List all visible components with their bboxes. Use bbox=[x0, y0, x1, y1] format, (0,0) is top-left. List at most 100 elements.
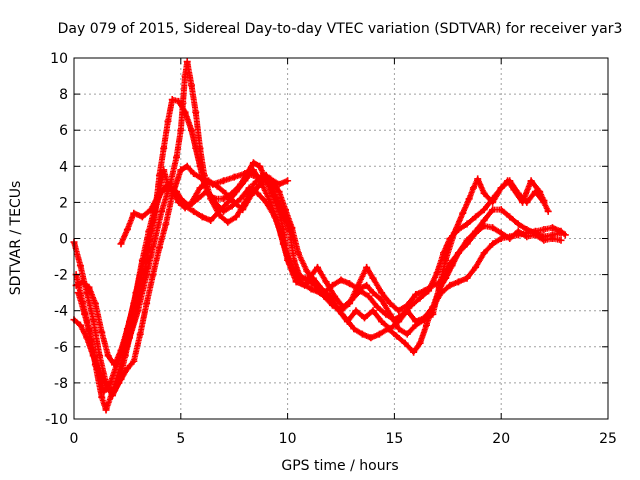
data-point bbox=[160, 144, 168, 152]
data-point bbox=[378, 289, 386, 297]
data-point bbox=[429, 303, 437, 311]
data-point bbox=[469, 184, 477, 192]
data-point bbox=[540, 197, 548, 205]
data-point bbox=[81, 310, 89, 318]
data-point bbox=[185, 202, 193, 210]
data-point bbox=[132, 289, 140, 297]
data-point bbox=[378, 296, 386, 304]
data-point bbox=[207, 216, 215, 224]
data-point bbox=[220, 177, 228, 185]
data-point bbox=[113, 361, 121, 369]
data-point bbox=[249, 159, 257, 167]
data-point bbox=[378, 318, 386, 326]
data-point bbox=[262, 198, 270, 206]
data-point bbox=[202, 188, 210, 196]
data-point bbox=[173, 153, 181, 161]
data-point bbox=[183, 58, 191, 66]
data-point bbox=[256, 162, 264, 170]
data-point bbox=[254, 189, 262, 197]
data-point bbox=[497, 235, 505, 242]
data-point bbox=[143, 271, 151, 279]
data-point bbox=[393, 332, 401, 340]
data-point bbox=[369, 289, 377, 297]
data-point bbox=[459, 209, 467, 217]
data-point bbox=[177, 126, 185, 134]
data-point bbox=[548, 235, 556, 242]
data-point bbox=[497, 206, 505, 214]
data-point bbox=[557, 227, 565, 235]
data-point bbox=[489, 240, 497, 248]
x-axis-label: GPS time / hours bbox=[281, 458, 398, 474]
x-tick-label: 10 bbox=[279, 431, 297, 447]
data-point bbox=[363, 281, 371, 289]
data-point bbox=[192, 108, 200, 116]
data-point bbox=[87, 336, 95, 344]
data-point bbox=[307, 285, 315, 293]
data-point bbox=[245, 184, 253, 192]
data-point bbox=[158, 207, 166, 215]
data-point bbox=[168, 96, 176, 104]
data-point bbox=[422, 321, 430, 329]
data-point bbox=[275, 188, 283, 196]
data-point bbox=[249, 171, 257, 179]
data-point bbox=[181, 72, 189, 80]
data-point bbox=[369, 274, 377, 282]
data-point bbox=[412, 290, 420, 298]
data-point bbox=[284, 177, 292, 185]
data-point bbox=[395, 307, 403, 315]
data-point bbox=[117, 375, 125, 383]
data-point bbox=[224, 198, 232, 206]
data-point bbox=[111, 386, 119, 394]
data-point bbox=[117, 240, 125, 248]
data-point bbox=[303, 267, 311, 275]
data-point bbox=[373, 303, 381, 311]
data-point bbox=[429, 310, 437, 318]
data-point bbox=[301, 281, 309, 289]
data-point bbox=[450, 229, 458, 237]
data-point bbox=[463, 274, 471, 282]
data-point bbox=[346, 280, 354, 288]
data-point bbox=[126, 318, 134, 326]
data-point bbox=[249, 180, 257, 188]
y-tick-label: 2 bbox=[59, 195, 68, 211]
data-point bbox=[232, 188, 240, 196]
data-point bbox=[480, 249, 488, 257]
data-point bbox=[288, 224, 296, 232]
tick-labels: 0 5 10 15 20 25 -10 -8 -6 -4 -2 0 2 4 6 8 10 bbox=[45, 51, 617, 447]
data-point bbox=[228, 202, 236, 210]
data-point bbox=[480, 189, 488, 197]
data-point bbox=[134, 307, 142, 315]
data-point bbox=[375, 330, 383, 338]
data-point bbox=[365, 292, 373, 300]
data-point bbox=[410, 348, 418, 356]
series-track-6 bbox=[74, 184, 569, 396]
data-point bbox=[220, 195, 228, 203]
data-point bbox=[143, 299, 151, 307]
data-point bbox=[158, 188, 166, 196]
data-point bbox=[76, 262, 84, 270]
data-point bbox=[463, 220, 471, 228]
data-point bbox=[504, 177, 512, 185]
data-point bbox=[446, 281, 454, 289]
data-point bbox=[98, 328, 106, 336]
data-point bbox=[326, 292, 334, 300]
data-point bbox=[506, 233, 514, 241]
data-point bbox=[395, 325, 403, 333]
data-point bbox=[420, 314, 428, 322]
data-point bbox=[205, 177, 213, 185]
data-point bbox=[540, 225, 548, 233]
data-point bbox=[294, 249, 302, 257]
data-point bbox=[262, 171, 270, 179]
data-point bbox=[465, 195, 473, 203]
data-point bbox=[339, 303, 347, 311]
data-point bbox=[198, 175, 206, 183]
y-tick-label: -8 bbox=[54, 376, 68, 392]
data-point bbox=[138, 256, 146, 264]
data-point bbox=[241, 177, 249, 185]
data-point bbox=[472, 263, 480, 271]
data-point bbox=[239, 206, 247, 214]
data-point bbox=[290, 256, 298, 264]
y-tick-label: 6 bbox=[59, 123, 68, 139]
x-tick-label: 15 bbox=[385, 431, 403, 447]
data-point bbox=[170, 188, 178, 196]
